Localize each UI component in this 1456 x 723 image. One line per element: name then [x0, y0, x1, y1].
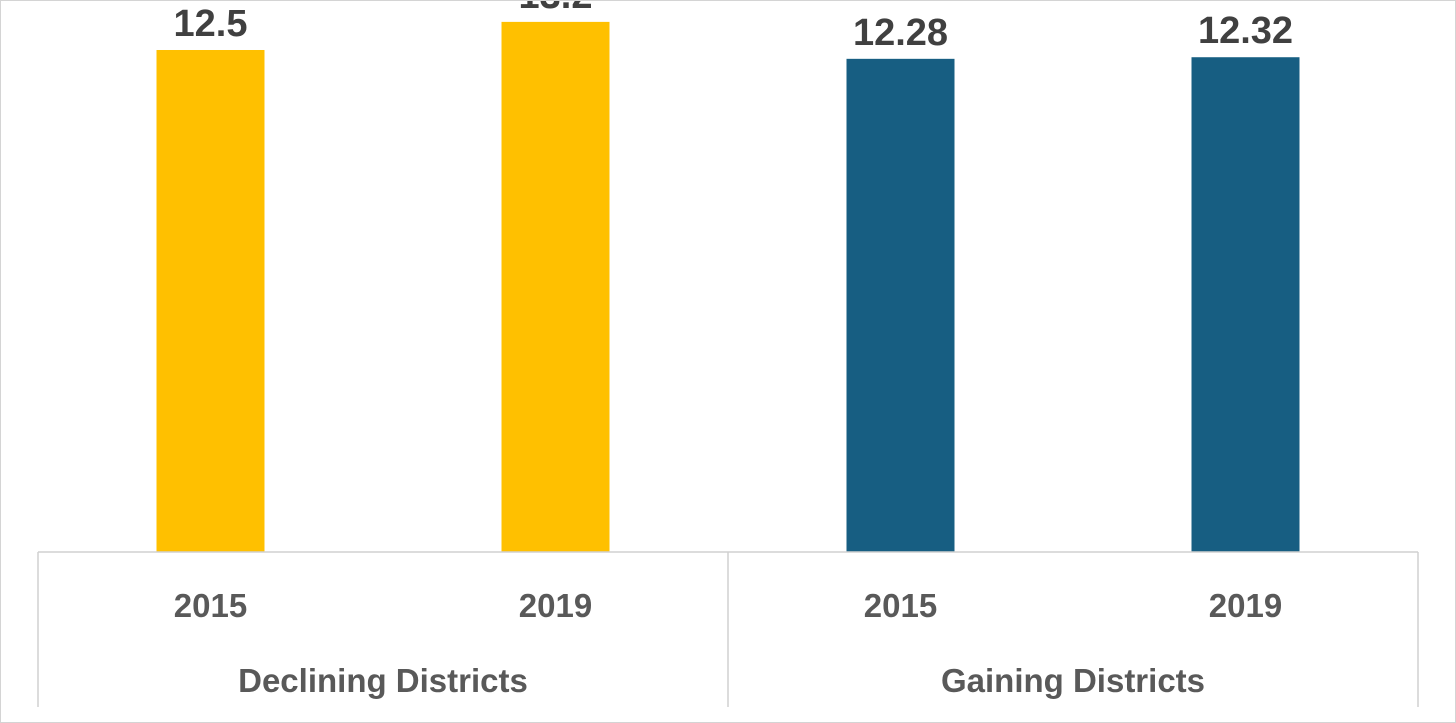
bar-declining-districts-2019 [501, 21, 610, 553]
bar-gaining-districts-2015 [846, 58, 955, 552]
data-label: 12.5 [174, 3, 248, 45]
group-label: Gaining Districts [941, 662, 1205, 699]
data-label: 12.28 [853, 12, 948, 54]
data-label: 12.32 [1198, 10, 1293, 52]
bars-layer [156, 21, 1300, 553]
x-tick-label: 2015 [864, 587, 937, 624]
data-labels-layer: 12.5 13.2 12.28 12.32 [174, 1, 1294, 54]
data-label: 13.2 [519, 1, 593, 17]
bar-gaining-districts-2019 [1191, 57, 1300, 553]
group-label: Declining Districts [238, 662, 528, 699]
bar-declining-districts-2015 [156, 49, 265, 552]
x-tick-label: 2015 [174, 587, 247, 624]
category-axis: 2015 2019 Declining Districts 2015 2019 Gaini… [37, 551, 1419, 707]
x-tick-label: 2019 [519, 587, 592, 624]
x-tick-label: 2019 [1209, 587, 1282, 624]
